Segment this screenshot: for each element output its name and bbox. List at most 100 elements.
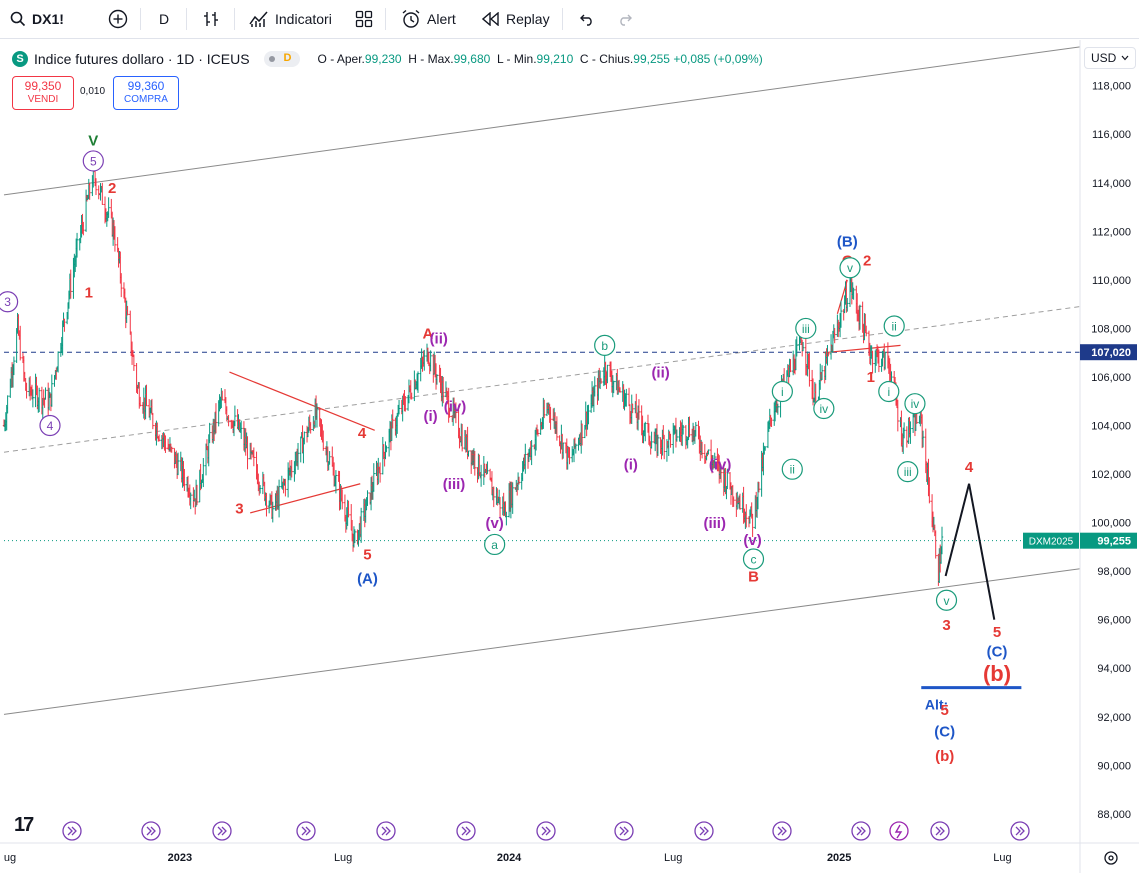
wave-label-5: 4: [47, 419, 54, 433]
open-value: 99,230: [364, 52, 402, 66]
event-marker-arrow-0: [67, 826, 73, 836]
wave-label-25: i: [781, 385, 784, 399]
wave-label-18: (ii): [651, 364, 669, 381]
wave-label-22: (v): [743, 532, 761, 549]
indicators-icon: [249, 11, 268, 27]
grid-layout-icon: [355, 10, 373, 28]
wave-label-12: (i): [424, 408, 438, 425]
source-badge: S: [12, 51, 28, 67]
y-tick-label-7: 104,000: [1091, 421, 1131, 433]
y-tick-label-8: 102,000: [1091, 469, 1131, 481]
chart-title[interactable]: Indice futures dollaro · 1D · ICEUS: [34, 51, 250, 67]
y-tick-label-11: 96,000: [1097, 615, 1131, 627]
wave-label-6: 3: [235, 500, 243, 517]
wave-label-33: 1: [867, 369, 875, 386]
wave-label-17: b: [601, 339, 608, 353]
event-marker-arrow-4: [381, 826, 387, 836]
event-marker-arrow2-12: [1019, 826, 1025, 836]
indicators-label: Indicatori: [275, 11, 332, 27]
wave-label-9: (A): [357, 571, 378, 588]
wave-label-10: A: [422, 326, 433, 343]
gear-icon-hub: [1108, 855, 1114, 861]
event-marker-arrow2-4: [385, 826, 391, 836]
trendline-1: [3, 568, 1081, 715]
top-toolbar: DX1! D Indicatori Alert Replay: [0, 0, 1139, 39]
x-tick-label-2: Lug: [334, 852, 352, 864]
wave-label-27: iii: [802, 322, 810, 336]
toolbar-divider: [186, 8, 187, 30]
y-tick-label-4: 110,000: [1092, 275, 1131, 287]
sell-price: 99,350: [24, 79, 62, 93]
alert-label: Alert: [427, 11, 456, 27]
wave-label-41: 5: [993, 624, 1001, 641]
low-label: L - Min.: [496, 52, 537, 66]
last-price-tag: [1080, 532, 1137, 549]
replay-label: Replay: [506, 11, 550, 27]
x-tick-label-5: 2025: [827, 852, 851, 864]
y-tick-label-13: 92,000: [1097, 712, 1131, 724]
trendline-0: [3, 46, 1081, 196]
ohlc-values: O - Aper.99,230 H - Max.99,680 L - Min.9…: [318, 52, 763, 66]
alt-label: Alt:: [925, 697, 948, 713]
wave-projection: [944, 483, 996, 620]
gear-icon: [1104, 851, 1118, 865]
rewind-icon: [482, 12, 499, 26]
wave-circle-37: [897, 461, 919, 483]
wave-label-42: (C): [987, 643, 1008, 660]
interval-button[interactable]: D: [159, 0, 169, 38]
compare-symbol-button[interactable]: [108, 0, 128, 38]
redo-icon: [620, 14, 632, 26]
wave-label-43: (b): [983, 661, 1011, 686]
y-tick-label-12: 94,000: [1097, 663, 1131, 675]
wave-label-28: iv: [820, 402, 829, 416]
sell-button[interactable]: 99,350 VENDI: [12, 76, 74, 110]
x-tick-label-4: Lug: [664, 852, 682, 864]
replay-button[interactable]: Replay: [482, 0, 550, 38]
undo-button[interactable]: [579, 0, 595, 38]
wave-label-2: 2: [108, 180, 116, 197]
currency-label: USD: [1091, 51, 1117, 65]
wave-circle-16: [484, 533, 506, 556]
delay-badge: D: [283, 52, 292, 64]
event-marker-arrow2-8: [703, 826, 709, 836]
y-tick-label-10: 98,000: [1097, 566, 1131, 578]
chevron-down-icon: [1121, 55, 1129, 61]
wave-circle-26: [781, 458, 803, 480]
wave-circle-28: [813, 397, 835, 420]
price-level-tag: [1080, 344, 1137, 361]
y-tick-label-6: 106,000: [1091, 372, 1131, 384]
wave-label-8: 5: [363, 546, 371, 563]
indicators-button[interactable]: Indicatori: [249, 0, 332, 38]
x-tick-label-1: 2023: [168, 852, 192, 864]
redo-button[interactable]: [617, 0, 633, 38]
wave-label-1: 5: [90, 154, 97, 168]
chart-type-button[interactable]: [202, 0, 220, 38]
tradingview-logo-icon: 17: [14, 814, 34, 836]
wave-label-44: 5: [941, 702, 949, 719]
triangle-0-upper: [229, 371, 375, 431]
search-icon: [10, 11, 26, 27]
wave-label-29: (B): [837, 233, 858, 250]
event-marker-arrow-8: [699, 826, 705, 836]
wave-circle-5: [39, 414, 61, 437]
x-tick-label-3: 2024: [497, 852, 522, 864]
wave-label-13: (iv): [444, 398, 467, 415]
layouts-button[interactable]: [355, 0, 373, 38]
wave-label-15: (v): [485, 515, 503, 532]
currency-select[interactable]: USD: [1084, 47, 1136, 69]
event-marker-arrow-12: [1015, 826, 1021, 836]
wave-circle-23: [742, 548, 765, 570]
alert-button[interactable]: Alert: [401, 0, 456, 38]
symbol-search-button[interactable]: DX1!: [10, 0, 64, 38]
wave-label-4: 3: [4, 295, 11, 309]
open-label: O - Aper.: [317, 52, 365, 66]
market-status-pill[interactable]: D: [263, 51, 300, 67]
x-tick-label-0: ug: [4, 852, 16, 864]
lightning-icon: [894, 824, 903, 839]
wave-circle-1: [82, 150, 104, 172]
spread-value: 0,010: [80, 86, 106, 97]
buy-button[interactable]: 99,360 COMPRA: [113, 76, 179, 110]
toolbar-divider: [234, 8, 235, 30]
bars-chart-icon: [204, 12, 218, 26]
